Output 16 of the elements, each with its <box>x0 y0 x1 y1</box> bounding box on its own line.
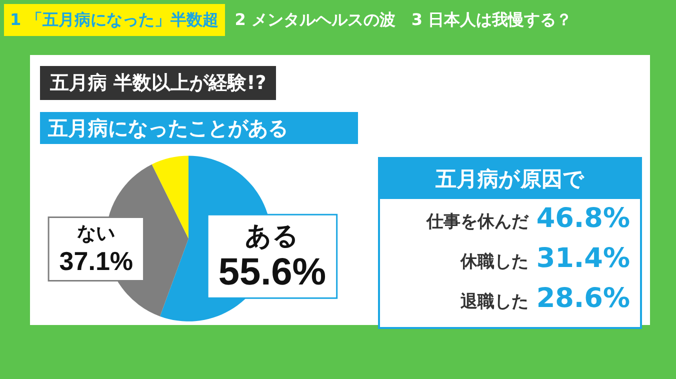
text: 1 「五月病になった」半数超 <box>4 4 225 36</box>
slice-label: ある <box>245 220 300 250</box>
data-label: 46.8% <box>536 202 630 236</box>
text: 2 メンタルヘルスの波 <box>228 4 402 36</box>
text: 五月病 半数以上が経験!? <box>40 66 276 100</box>
slice-label: ない <box>77 223 116 244</box>
category-label: 仕事を休んだ <box>426 211 528 234</box>
category-label: 退職した <box>460 291 528 314</box>
data-label: 31.4% <box>536 242 630 276</box>
data-label: 37.1% <box>59 246 134 276</box>
data-label: 55.6% <box>218 251 326 294</box>
text: 五月病が原因で <box>380 159 640 199</box>
text: 3 日本人は我慢する？ <box>405 4 578 36</box>
data-label: 28.6% <box>536 282 630 316</box>
category-label: 休職した <box>460 251 528 274</box>
chart-title: 五月病になったことがある <box>40 112 358 144</box>
